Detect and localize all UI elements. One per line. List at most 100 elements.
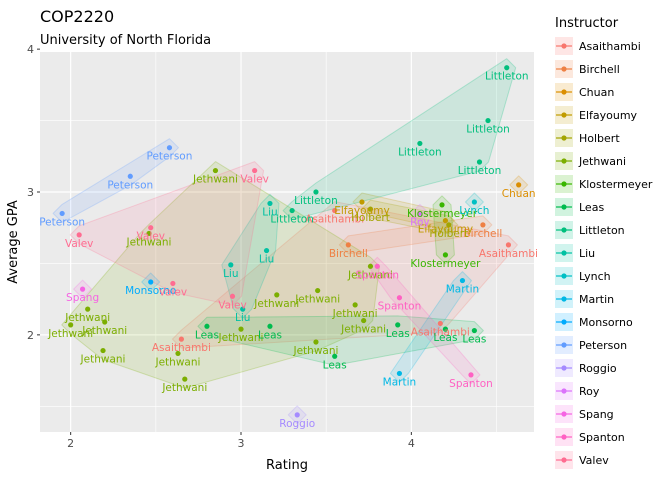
point-label-jethwani: Jethwani [218,332,264,344]
point-labels: Asaithambi Asaithambi Asaithambi Asaithambi… [39,71,538,430]
point-jethwani [238,326,244,332]
point-leas [395,322,401,328]
point-label-chuan: Chuan [502,188,536,200]
point-jethwani [146,230,152,237]
x-tick-label: 2 [67,437,74,450]
point-leas [471,327,477,334]
y-axis: 2 3 4 [27,43,40,342]
point-leas [442,326,449,332]
legend-key-point [561,457,567,463]
point-jethwani [212,167,219,174]
point-birchell [480,222,486,228]
point-spanton [396,295,403,301]
point-label-jethwani: Jethwani [155,356,201,368]
point-leas [332,353,338,359]
point-spang [79,286,86,292]
point-label-valev: Valev [240,174,268,186]
legend-item-asaithambi: Asaithambi [555,37,641,55]
legend-key-point [561,388,567,394]
point-elfayoumy [442,217,449,224]
point-valev [252,167,258,174]
point-asaithambi [505,242,512,248]
point-label-valev: Valev [159,286,187,298]
hull-holbert [361,199,459,235]
legend-key-point [561,365,567,371]
legend-item-littleton: Littleton [555,221,625,239]
point-holbert [367,206,374,212]
point-label-littleton: Littleton [270,214,314,226]
grid-major [40,48,534,432]
x-axis: 2 3 4 [67,432,415,450]
point-peterson [166,145,173,151]
point-label-birchell: Birchell [463,228,502,240]
point-liu [267,200,273,207]
point-valev [170,280,176,287]
point-jethwani [352,302,358,308]
y-tick-label: 4 [27,43,34,56]
y-tick-label: 3 [27,186,34,199]
point-label-littleton: Littleton [466,124,510,136]
point-valev [76,232,82,238]
point-label-roggio: Roggio [279,418,315,430]
legend-label: Jethwani [578,155,626,168]
legend-key-point [561,296,567,302]
hull-asaithambi [171,201,518,349]
point-label-liu: Liu [259,254,274,266]
point-spanton [374,263,380,269]
point-label-jethwani: Jethwani [64,312,110,324]
point-label-leas: Leas [462,334,486,346]
legend-item-jethwani: Jethwani [555,152,626,170]
point-liu [263,247,270,254]
point-label-asaithambi: Asaithambi [479,248,538,260]
point-jethwani [315,287,321,294]
hull-klostermeyer [432,195,455,265]
legend-item-holbert: Holbert [555,129,620,147]
legend-item-spanton: Spanton [555,428,625,446]
point-jethwani [274,292,280,298]
legend-item-roggio: Roggio [555,359,617,377]
hull-birchell [338,215,493,255]
x-axis-label: Rating [266,458,308,473]
point-label-jethwani: Jethwani [294,294,340,306]
legend-label: Spang [579,408,614,421]
point-label-birchell: Birchell [329,248,368,260]
plot-panel [40,52,534,432]
point-peterson [59,210,65,217]
point-spanton [468,372,474,378]
x-tick-label: 3 [238,437,245,450]
point-lynch [471,199,477,205]
point-label-jethwani: Jethwani [126,236,172,248]
legend-item-valev: Valev [555,451,609,469]
legend-item-spang: Spang [555,405,614,423]
point-label-klostermeyer: Klostermeyer [410,258,481,270]
point-label-jethwani: Jethwani [80,354,126,366]
legend-item-martin: Martin [555,290,614,308]
point-label-spanton: Spanton [355,269,399,281]
point-label-roy: Roy [410,216,429,228]
point-label-holbert: Holbert [351,212,390,224]
point-asaithambi [437,320,443,327]
hull-peterson [52,138,179,223]
chart-subtitle: University of North Florida [40,33,211,48]
legend-key-point [561,434,567,440]
point-chuan [516,182,522,188]
point-jethwani [100,347,106,354]
legend-item-klostermeyer: Klostermeyer [555,175,653,193]
legend-key-point [561,342,567,348]
point-klostermeyer [439,202,445,208]
point-label-jethwani: Jethwani [292,345,338,357]
legend-label: Spanton [579,431,625,444]
legend-label: Roy [579,385,600,398]
legend-label: Roggio [579,362,617,375]
point-label-asaithambi: Asaithambi [411,326,470,338]
point-label-littleton: Littleton [458,165,502,177]
grid-minor [40,52,534,432]
legend-item-liu: Liu [555,244,595,262]
point-asaithambi [332,207,338,214]
point-label-jethwani: Jethwani [81,325,127,337]
point-roy [417,210,423,217]
legend-key-point [561,250,567,256]
hull-liu [221,193,280,319]
legend: Instructor Asaithambi Birchell Chuan Elfayo… [555,16,653,469]
point-label-asaithambi: Asaithambi [305,214,364,226]
